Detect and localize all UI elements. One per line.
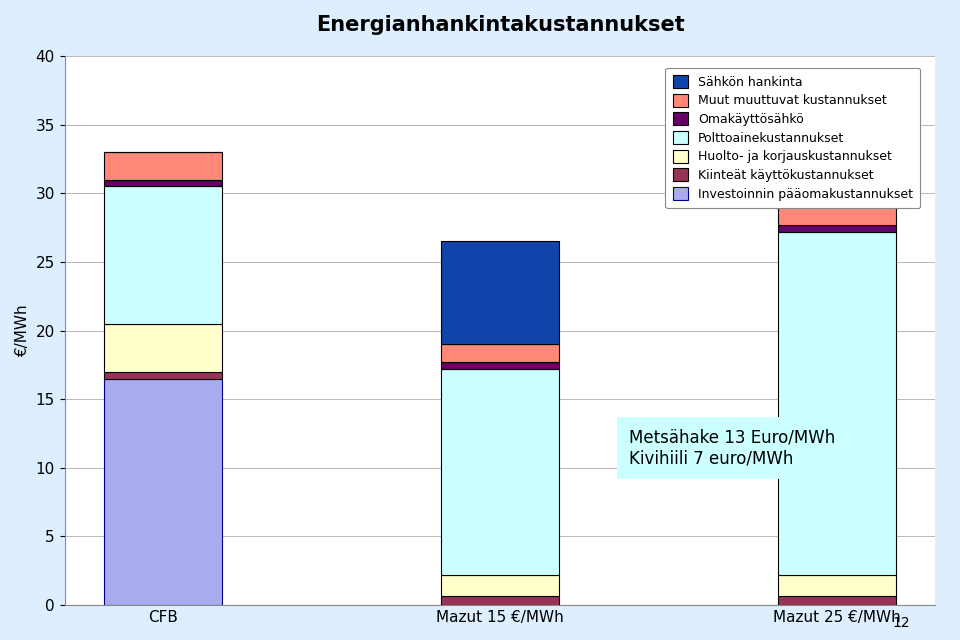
Bar xyxy=(105,180,222,186)
Bar xyxy=(441,362,559,369)
Y-axis label: €/MWh: €/MWh xyxy=(15,304,30,357)
Bar xyxy=(441,241,559,344)
Bar xyxy=(441,575,559,596)
Legend: Sähkön hankinta, Muut muuttuvat kustannukset, Omakäyttösähkö, Polttoainekustannu: Sähkön hankinta, Muut muuttuvat kustannu… xyxy=(665,68,921,208)
Bar xyxy=(441,596,559,605)
Bar xyxy=(778,596,896,605)
Bar xyxy=(105,379,222,605)
Bar xyxy=(778,207,896,225)
Bar xyxy=(105,186,222,324)
Bar xyxy=(105,324,222,372)
Bar xyxy=(105,372,222,379)
Text: Metsähake 13 Euro/MWh
Kivihiili 7 euro/MWh: Metsähake 13 Euro/MWh Kivihiili 7 euro/M… xyxy=(629,429,835,467)
Text: 12: 12 xyxy=(893,616,910,630)
Title: Energianhankintakustannukset: Energianhankintakustannukset xyxy=(316,15,684,35)
Bar xyxy=(778,575,896,596)
Bar xyxy=(778,232,896,575)
Bar xyxy=(105,152,222,180)
Bar xyxy=(441,369,559,575)
Bar xyxy=(441,344,559,362)
Bar xyxy=(778,225,896,232)
Bar xyxy=(778,120,896,207)
